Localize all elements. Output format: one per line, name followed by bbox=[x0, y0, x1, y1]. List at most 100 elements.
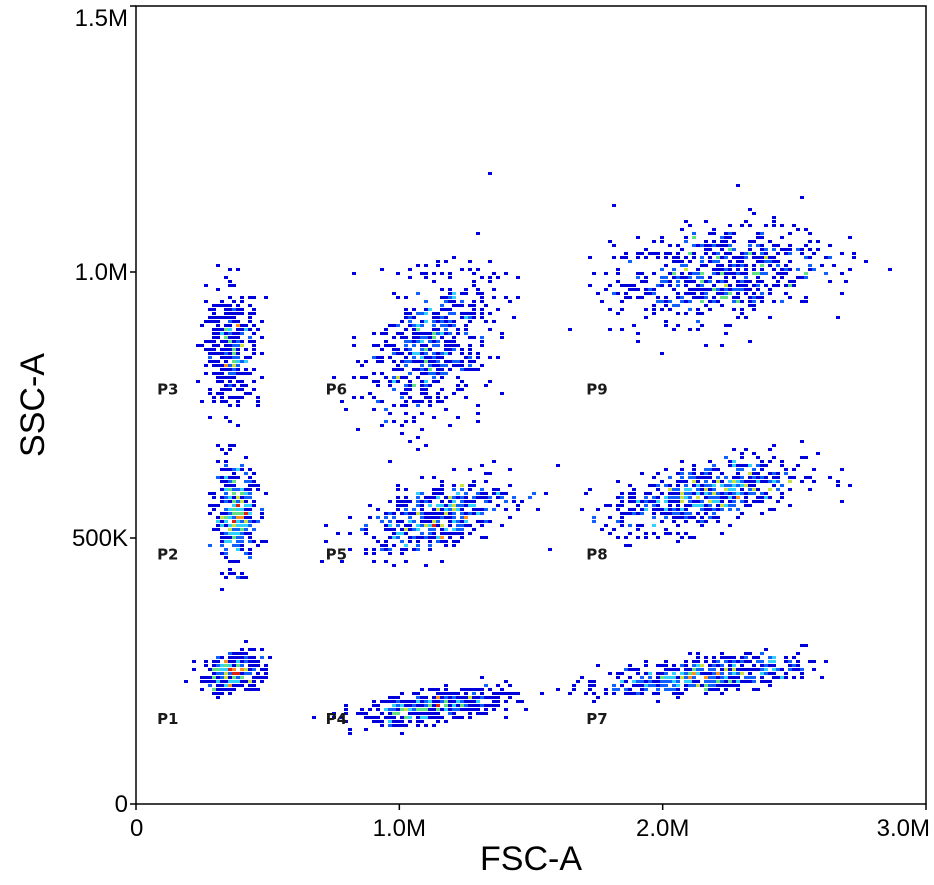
event-dot bbox=[236, 340, 240, 343]
event-dot bbox=[708, 668, 712, 671]
event-dot bbox=[396, 508, 400, 511]
event-dot bbox=[620, 492, 624, 495]
event-dot bbox=[736, 680, 740, 683]
event-dot bbox=[208, 360, 212, 363]
event-dot bbox=[220, 656, 224, 659]
event-dot bbox=[628, 496, 632, 499]
event-dot bbox=[248, 532, 252, 535]
event-dot bbox=[636, 680, 640, 683]
event-dot bbox=[448, 292, 452, 295]
event-dot bbox=[184, 680, 188, 683]
event-dot bbox=[240, 516, 244, 519]
event-dot bbox=[476, 696, 480, 699]
event-dot bbox=[536, 508, 540, 511]
event-dot bbox=[676, 252, 680, 255]
event-dot bbox=[240, 540, 244, 543]
event-dot bbox=[608, 532, 612, 535]
event-dot bbox=[780, 668, 784, 671]
event-dot bbox=[472, 272, 476, 275]
event-dot bbox=[724, 668, 728, 671]
event-dot bbox=[756, 456, 760, 459]
event-dot bbox=[452, 360, 456, 363]
event-dot bbox=[756, 656, 760, 659]
event-dot bbox=[360, 364, 364, 367]
event-dot bbox=[252, 472, 256, 475]
event-dot bbox=[224, 336, 228, 339]
event-dot bbox=[432, 332, 436, 335]
event-dot bbox=[744, 480, 748, 483]
event-dot bbox=[728, 504, 732, 507]
event-dot bbox=[720, 664, 724, 667]
event-dot bbox=[256, 484, 260, 487]
event-dot bbox=[220, 520, 224, 523]
event-dot bbox=[348, 732, 352, 735]
event-dot bbox=[468, 716, 472, 719]
event-dot bbox=[456, 704, 460, 707]
event-dot bbox=[712, 500, 716, 503]
event-dot bbox=[736, 476, 740, 479]
event-dot bbox=[244, 392, 248, 395]
event-dot bbox=[780, 300, 784, 303]
event-dot bbox=[756, 500, 760, 503]
event-dot bbox=[772, 268, 776, 271]
event-dot bbox=[228, 668, 232, 671]
event-dot bbox=[596, 664, 600, 667]
event-dot bbox=[412, 700, 416, 703]
event-dot bbox=[708, 500, 712, 503]
event-dot bbox=[628, 260, 632, 263]
event-dot bbox=[748, 244, 752, 247]
event-dot bbox=[216, 476, 220, 479]
event-dot bbox=[728, 268, 732, 271]
event-dot bbox=[236, 324, 240, 327]
event-dot bbox=[424, 512, 428, 515]
event-dot bbox=[236, 540, 240, 543]
event-dot bbox=[396, 500, 400, 503]
event-dot bbox=[404, 364, 408, 367]
event-dot bbox=[416, 368, 420, 371]
event-dot bbox=[668, 300, 672, 303]
event-dot bbox=[768, 684, 772, 687]
event-dot bbox=[744, 464, 748, 467]
event-dot bbox=[460, 352, 464, 355]
event-dot bbox=[504, 272, 508, 275]
event-dot bbox=[376, 384, 380, 387]
event-dot bbox=[736, 264, 740, 267]
event-dot bbox=[204, 284, 208, 287]
event-dot bbox=[396, 348, 400, 351]
event-dot bbox=[232, 352, 236, 355]
event-dot bbox=[468, 316, 472, 319]
event-dot bbox=[760, 512, 764, 515]
event-dot bbox=[252, 296, 256, 299]
event-dot bbox=[232, 484, 236, 487]
event-dot bbox=[228, 676, 232, 679]
event-dot bbox=[400, 700, 404, 703]
event-dot bbox=[796, 248, 800, 251]
event-dot bbox=[388, 380, 392, 383]
event-dot bbox=[344, 708, 348, 711]
event-dot bbox=[704, 468, 708, 471]
event-dot bbox=[436, 524, 440, 527]
event-dot bbox=[440, 488, 444, 491]
event-dot bbox=[208, 340, 212, 343]
event-dot bbox=[720, 344, 724, 347]
event-dot bbox=[232, 572, 236, 575]
event-dot bbox=[364, 528, 368, 531]
event-dot bbox=[704, 656, 708, 659]
event-dot bbox=[392, 544, 396, 547]
event-dot bbox=[232, 496, 236, 499]
event-dot bbox=[760, 680, 764, 683]
event-dot bbox=[380, 360, 384, 363]
event-dot bbox=[244, 356, 248, 359]
event-dot bbox=[216, 360, 220, 363]
event-dot bbox=[688, 536, 692, 539]
event-dot bbox=[216, 504, 220, 507]
event-dot bbox=[724, 288, 728, 291]
event-dot bbox=[596, 292, 600, 295]
event-dot bbox=[644, 288, 648, 291]
event-dot bbox=[436, 364, 440, 367]
event-dot bbox=[416, 544, 420, 547]
event-dot bbox=[496, 692, 500, 695]
population-cluster-p6 bbox=[332, 172, 520, 463]
event-dot bbox=[348, 516, 352, 519]
event-dot bbox=[692, 676, 696, 679]
